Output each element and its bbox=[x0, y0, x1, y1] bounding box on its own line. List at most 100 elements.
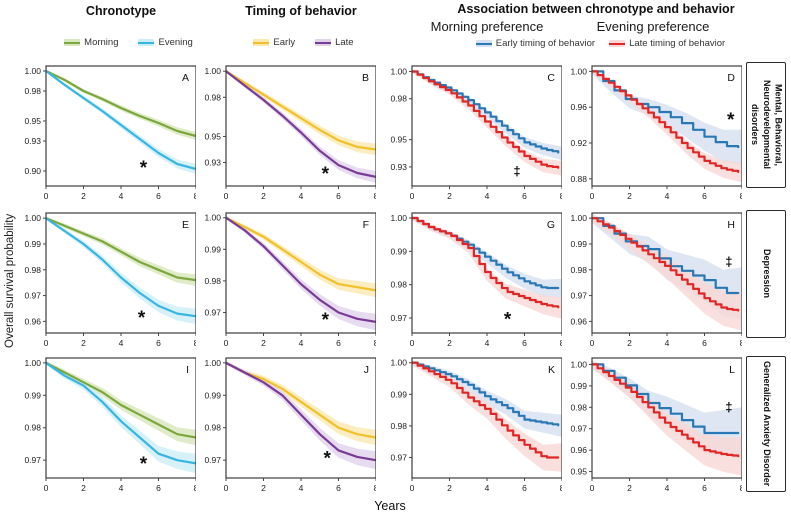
svg-text:0: 0 bbox=[590, 338, 595, 348]
svg-text:0.97: 0.97 bbox=[570, 291, 587, 301]
svg-text:4: 4 bbox=[119, 191, 124, 201]
svg-text:1.00: 1.00 bbox=[204, 66, 221, 76]
panel-B-chart: 1.00 0.98 0.95 0.93 0 2 4 6 8 B * bbox=[204, 65, 379, 201]
panel-F-chart: 1.00 0.99 0.98 0.97 0 2 4 6 8 F * bbox=[204, 212, 379, 348]
svg-text:*: * bbox=[322, 310, 330, 331]
svg-text:0.98: 0.98 bbox=[390, 280, 407, 290]
legend-item-late: Late bbox=[315, 37, 354, 48]
svg-text:4: 4 bbox=[119, 483, 124, 493]
row-label-text: Depression bbox=[761, 249, 772, 299]
svg-text:0.95: 0.95 bbox=[24, 116, 41, 126]
legend-label-late: Late bbox=[335, 37, 354, 48]
svg-text:*: * bbox=[140, 158, 148, 179]
panel-H-chart: 1.00 0.99 0.98 0.97 0.96 0 2 4 6 8 H ‡ bbox=[570, 212, 745, 348]
svg-text:0: 0 bbox=[224, 338, 229, 348]
svg-text:C: C bbox=[547, 72, 555, 84]
legend-timing: Early Late bbox=[221, 37, 386, 48]
svg-text:8: 8 bbox=[740, 191, 742, 201]
row-label-mental-behavioral-neurodevelopmental: Mental, Behavioral, Neurodevelopmental d… bbox=[746, 62, 786, 188]
legend-item-evening: Evening bbox=[138, 37, 193, 48]
panel-D: 1.00 0.96 0.92 0.880 2 4 6 8 D * bbox=[566, 60, 745, 211]
svg-text:0.93: 0.93 bbox=[204, 158, 221, 168]
morning-line-icon bbox=[64, 39, 81, 46]
svg-text:0.90: 0.90 bbox=[24, 166, 41, 176]
svg-text:1.00: 1.00 bbox=[570, 213, 587, 223]
svg-text:0.95: 0.95 bbox=[390, 135, 407, 145]
svg-text:‡: ‡ bbox=[725, 399, 732, 414]
row-label-generalized-anxiety: Generalized Anxiety Disorder bbox=[746, 356, 786, 492]
svg-text:4: 4 bbox=[665, 338, 670, 348]
svg-text:8: 8 bbox=[194, 191, 196, 201]
column-header-association: Association between chronotype and behav… bbox=[457, 2, 735, 16]
svg-text:0: 0 bbox=[410, 191, 415, 201]
svg-text:‡: ‡ bbox=[725, 254, 732, 269]
svg-text:L: L bbox=[729, 364, 735, 376]
svg-text:1.00: 1.00 bbox=[24, 66, 41, 76]
panel-F: 1.00 0.99 0.98 0.97 0 2 4 6 8 F * bbox=[200, 207, 379, 358]
svg-text:2: 2 bbox=[447, 483, 452, 493]
legend-item-late-timing: Late timing of behavior bbox=[609, 38, 725, 49]
svg-text:6: 6 bbox=[336, 483, 341, 493]
svg-text:0.98: 0.98 bbox=[204, 423, 221, 433]
svg-text:0.95: 0.95 bbox=[570, 467, 587, 477]
svg-text:0: 0 bbox=[590, 191, 595, 201]
svg-text:8: 8 bbox=[560, 191, 562, 201]
panel-J: 1.00 0.99 0.98 0.97 0 2 4 6 8 J * bbox=[200, 352, 379, 503]
column-header-timing-of-behavior: Timing of behavior bbox=[245, 4, 357, 18]
svg-text:4: 4 bbox=[665, 191, 670, 201]
svg-text:0: 0 bbox=[590, 483, 595, 493]
svg-text:0.99: 0.99 bbox=[390, 389, 407, 399]
svg-text:0: 0 bbox=[44, 483, 49, 493]
svg-text:6: 6 bbox=[702, 483, 707, 493]
x-axis-label: Years bbox=[374, 499, 406, 513]
svg-text:6: 6 bbox=[336, 191, 341, 201]
svg-text:8: 8 bbox=[374, 338, 376, 348]
svg-text:1.00: 1.00 bbox=[390, 358, 407, 368]
svg-text:*: * bbox=[140, 454, 148, 475]
svg-text:6: 6 bbox=[156, 338, 161, 348]
svg-text:0: 0 bbox=[224, 483, 229, 493]
panel-C: 1.00 0.98 0.95 0.93 0 2 4 6 8 C ‡ bbox=[386, 60, 565, 211]
svg-text:0.97: 0.97 bbox=[24, 291, 41, 301]
svg-text:2: 2 bbox=[261, 191, 266, 201]
svg-text:6: 6 bbox=[702, 338, 707, 348]
svg-text:F: F bbox=[363, 219, 369, 231]
svg-text:0.98: 0.98 bbox=[24, 86, 41, 96]
svg-text:1.00: 1.00 bbox=[204, 358, 221, 368]
svg-text:8: 8 bbox=[740, 338, 742, 348]
svg-text:0.95: 0.95 bbox=[204, 131, 221, 141]
svg-text:0.98: 0.98 bbox=[204, 276, 221, 286]
svg-text:0.99: 0.99 bbox=[24, 390, 41, 400]
svg-text:*: * bbox=[324, 448, 332, 469]
legend-item-early-timing: Early timing of behavior bbox=[475, 38, 595, 49]
legend-item-early: Early bbox=[253, 37, 295, 48]
svg-text:4: 4 bbox=[299, 483, 304, 493]
early-line-icon bbox=[253, 39, 270, 46]
svg-text:1.00: 1.00 bbox=[570, 359, 587, 369]
svg-text:2: 2 bbox=[81, 483, 86, 493]
svg-text:2: 2 bbox=[447, 338, 452, 348]
svg-text:*: * bbox=[727, 110, 735, 131]
svg-text:K: K bbox=[548, 364, 555, 376]
y-axis-label: Overall survival probability bbox=[4, 213, 16, 348]
row-label-text: Mental, Behavioral, Neurodevelopmental d… bbox=[750, 80, 784, 170]
svg-text:4: 4 bbox=[299, 191, 304, 201]
svg-text:0: 0 bbox=[44, 191, 49, 201]
svg-text:0.98: 0.98 bbox=[390, 94, 407, 104]
svg-text:2: 2 bbox=[81, 338, 86, 348]
svg-text:0.92: 0.92 bbox=[570, 138, 587, 148]
panel-G: 1.00 0.99 0.98 0.97 0 2 4 6 8 G * bbox=[386, 207, 565, 358]
legend-chronotype: Morning Evening bbox=[36, 37, 221, 48]
svg-text:*: * bbox=[504, 309, 512, 330]
panel-J-chart: 1.00 0.99 0.98 0.97 0 2 4 6 8 J * bbox=[204, 357, 379, 493]
early-timing-line-icon bbox=[475, 40, 492, 47]
panel-L: 1.00 0.99 0.98 0.97 0.96 0.950 2 4 6 8 L ‡ bbox=[566, 352, 745, 503]
svg-text:0.99: 0.99 bbox=[204, 244, 221, 254]
panel-E: 1.00 0.99 0.98 0.97 0.96 0 2 4 6 8 E * bbox=[20, 207, 199, 358]
panel-H: 1.00 0.99 0.98 0.97 0.96 0 2 4 6 8 H ‡ bbox=[566, 207, 745, 358]
svg-text:0.98: 0.98 bbox=[24, 265, 41, 275]
svg-text:I: I bbox=[186, 364, 189, 376]
late-line-icon bbox=[315, 39, 332, 46]
svg-text:6: 6 bbox=[522, 338, 527, 348]
svg-text:0.96: 0.96 bbox=[570, 445, 587, 455]
